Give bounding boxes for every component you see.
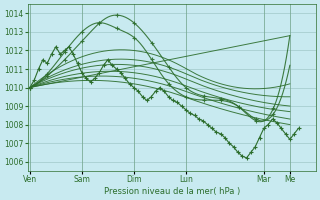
X-axis label: Pression niveau de la mer( hPa ): Pression niveau de la mer( hPa ) [104, 187, 240, 196]
